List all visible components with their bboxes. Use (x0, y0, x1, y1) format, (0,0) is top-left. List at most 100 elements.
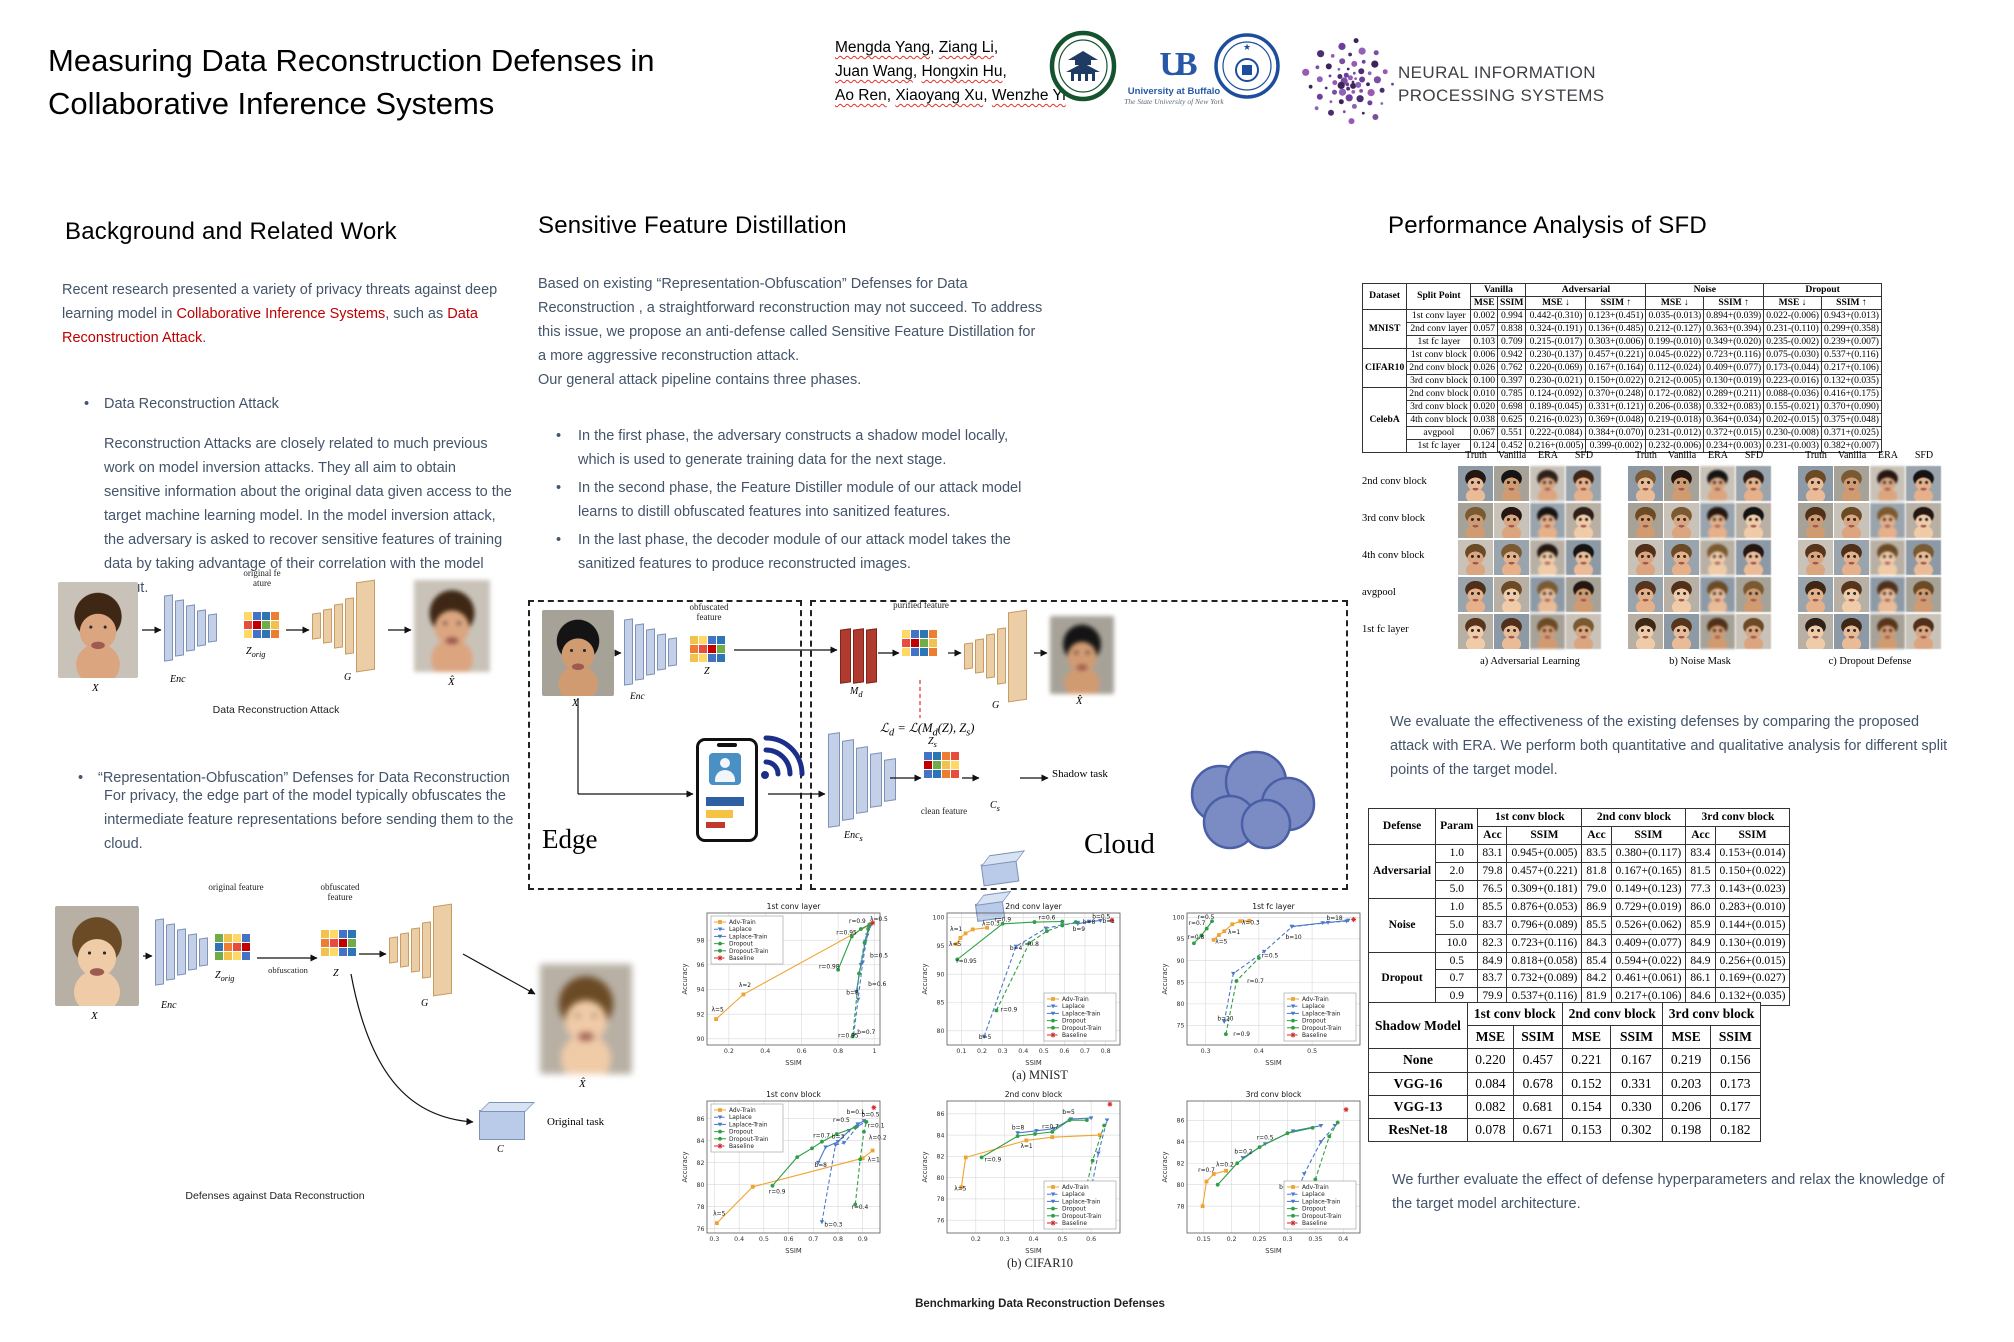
svg-text:Dropout-Train: Dropout-Train (1062, 1026, 1102, 1032)
text-run: Recent research presented a variety of p… (62, 282, 498, 322)
data-cell: 84.2 (1581, 969, 1612, 989)
face-thumb (1870, 614, 1905, 649)
feature-cell (708, 636, 716, 644)
wuhan-university-logo (1049, 30, 1117, 102)
header-cell: 3rd conv block (1661, 1001, 1762, 1027)
svg-text:r=0.7: r=0.7 (1198, 1168, 1215, 1174)
data-cell: 1.0 (1435, 843, 1479, 863)
svg-text:★: ★ (1243, 42, 1251, 52)
label-obfuscation: obfuscation (268, 965, 308, 975)
feature-cell (244, 621, 252, 629)
input-face-image (55, 906, 139, 1006)
feature-cell (942, 761, 950, 769)
plot-cifar10-1st-conv-block: 0.3 0.4 0.5 0.6 0.7 0.8 0.9 76 78 80 82 84 86 1st con… (681, 1090, 887, 1255)
svg-text:Dropout: Dropout (1062, 1207, 1087, 1213)
data-cell: 0.372+(0.015) (1703, 425, 1765, 440)
header-cell: Dropout (1763, 283, 1882, 297)
data-cell: 0.038 (1470, 412, 1499, 427)
faces-col-header: SFD (1744, 450, 1764, 461)
face-thumb (1736, 503, 1771, 538)
data-cell: 83.7 (1477, 969, 1508, 989)
data-cell: VGG-13 (1368, 1094, 1468, 1120)
data-cell: 0.172-(0.082) (1645, 386, 1705, 401)
label-c: C (497, 1144, 504, 1155)
svg-text:Dropout: Dropout (729, 942, 754, 948)
header-cell: SSIM (1497, 295, 1527, 310)
decoder-shape (312, 579, 375, 673)
face-thumb (1664, 614, 1699, 649)
data-cell: 0.167 (1610, 1048, 1663, 1073)
svg-text:Baseline: Baseline (1302, 1033, 1327, 1039)
chongqing-university-logo: ★ (1214, 33, 1280, 99)
svg-text:Laplace: Laplace (1062, 1192, 1085, 1198)
shadow-encoder-shape (828, 732, 896, 828)
middle-bullet-list: In the first phase, the adversary constr… (552, 424, 1048, 580)
decoder-shape (964, 609, 1027, 703)
figure-attack-pipeline: X Enc obfuscated feature Z Edge Md purif… (528, 600, 1348, 922)
data-cell: 3rd conv block (1406, 373, 1472, 388)
feature-cell (933, 761, 941, 769)
svg-text:78: 78 (936, 1196, 944, 1203)
middle-intro: Based on existing “Representation-Obfusc… (538, 272, 1046, 392)
svg-text:84: 84 (1176, 1139, 1184, 1146)
middle-section-heading: Sensitive Feature Distillation (538, 212, 847, 239)
svg-text:b=5: b=5 (979, 1035, 992, 1041)
layer-slab (389, 936, 398, 964)
svg-text:94: 94 (696, 987, 704, 994)
label-enc: Enc (170, 674, 186, 685)
data-cell: 0.409+(0.077) (1703, 360, 1765, 375)
svg-text:r=0.9: r=0.9 (769, 1189, 786, 1195)
svg-text:0.6: 0.6 (1086, 1236, 1096, 1243)
label-z-orig: Zorig (246, 646, 266, 659)
feature-cell (911, 639, 919, 647)
layer-slab (668, 637, 677, 667)
face-thumb (1736, 466, 1771, 501)
data-cell: 0.239+(0.007) (1820, 334, 1882, 349)
face-thumb (1700, 466, 1735, 501)
author-name: Mengda Yang (835, 39, 931, 56)
svg-text:100: 100 (932, 915, 944, 922)
svg-text:0.6: 0.6 (1059, 1048, 1069, 1055)
faces-group-caption: b) Noise Mask (1669, 656, 1731, 667)
svg-text:0.8: 0.8 (833, 1236, 843, 1243)
face-thumb (1834, 503, 1869, 538)
feature-cell (253, 630, 261, 638)
data-cell: 85.4 (1581, 951, 1612, 971)
data-cell: 0.215-(0.017) (1525, 334, 1587, 349)
face-thumb (1628, 614, 1663, 649)
data-cell: 0.681 (1512, 1094, 1563, 1120)
data-cell: 83.1 (1477, 843, 1508, 863)
svg-text:0.4: 0.4 (1028, 1236, 1038, 1243)
feature-cell (911, 648, 919, 656)
feature-cell (690, 645, 698, 653)
data-cell: 0.231-(0.003) (1763, 438, 1822, 453)
header-cell: Defense (1367, 808, 1437, 845)
data-cell: 0.370+(0.248) (1585, 386, 1647, 401)
face-thumb (1530, 614, 1565, 649)
feature-cell (244, 630, 252, 638)
data-cell: VGG-16 (1368, 1071, 1468, 1096)
data-cell: 79.0 (1581, 879, 1612, 899)
feature-cell (902, 630, 910, 638)
layer-slab (866, 628, 877, 684)
feature-grid-original (215, 934, 250, 960)
data-cell: 0.7 (1435, 969, 1479, 989)
data-cell: 0.156 (1709, 1048, 1762, 1073)
data-cell: 0.112-(0.024) (1645, 360, 1705, 375)
data-cell: 0.818+(0.058) (1506, 951, 1583, 971)
plot-mnist-1st-conv-layer: 0.2 0.4 0.6 0.8 1 90 92 94 96 98 1st conv layer SSI… (681, 902, 888, 1067)
data-cell: 0.035-(0.013) (1645, 308, 1705, 323)
face-thumb (1870, 540, 1905, 575)
svg-text:90: 90 (936, 971, 944, 978)
data-cell: 0.369+(0.048) (1585, 412, 1647, 427)
svg-text:Laplace-Train: Laplace-Train (1062, 1199, 1101, 1205)
data-cell: 84.9 (1685, 933, 1716, 953)
face-thumb (1906, 614, 1941, 649)
faces-col-header: SFD (1574, 450, 1594, 461)
data-cell: 0.457+(0.221) (1506, 861, 1583, 881)
author-name: Wenzhe Yi (991, 87, 1066, 105)
poster-title-line2: Collaborative Inference Systems (48, 85, 495, 121)
feature-cell (321, 939, 329, 947)
header-cell: Acc (1477, 825, 1508, 845)
svg-text:λ=0.5: λ=0.5 (870, 917, 888, 923)
